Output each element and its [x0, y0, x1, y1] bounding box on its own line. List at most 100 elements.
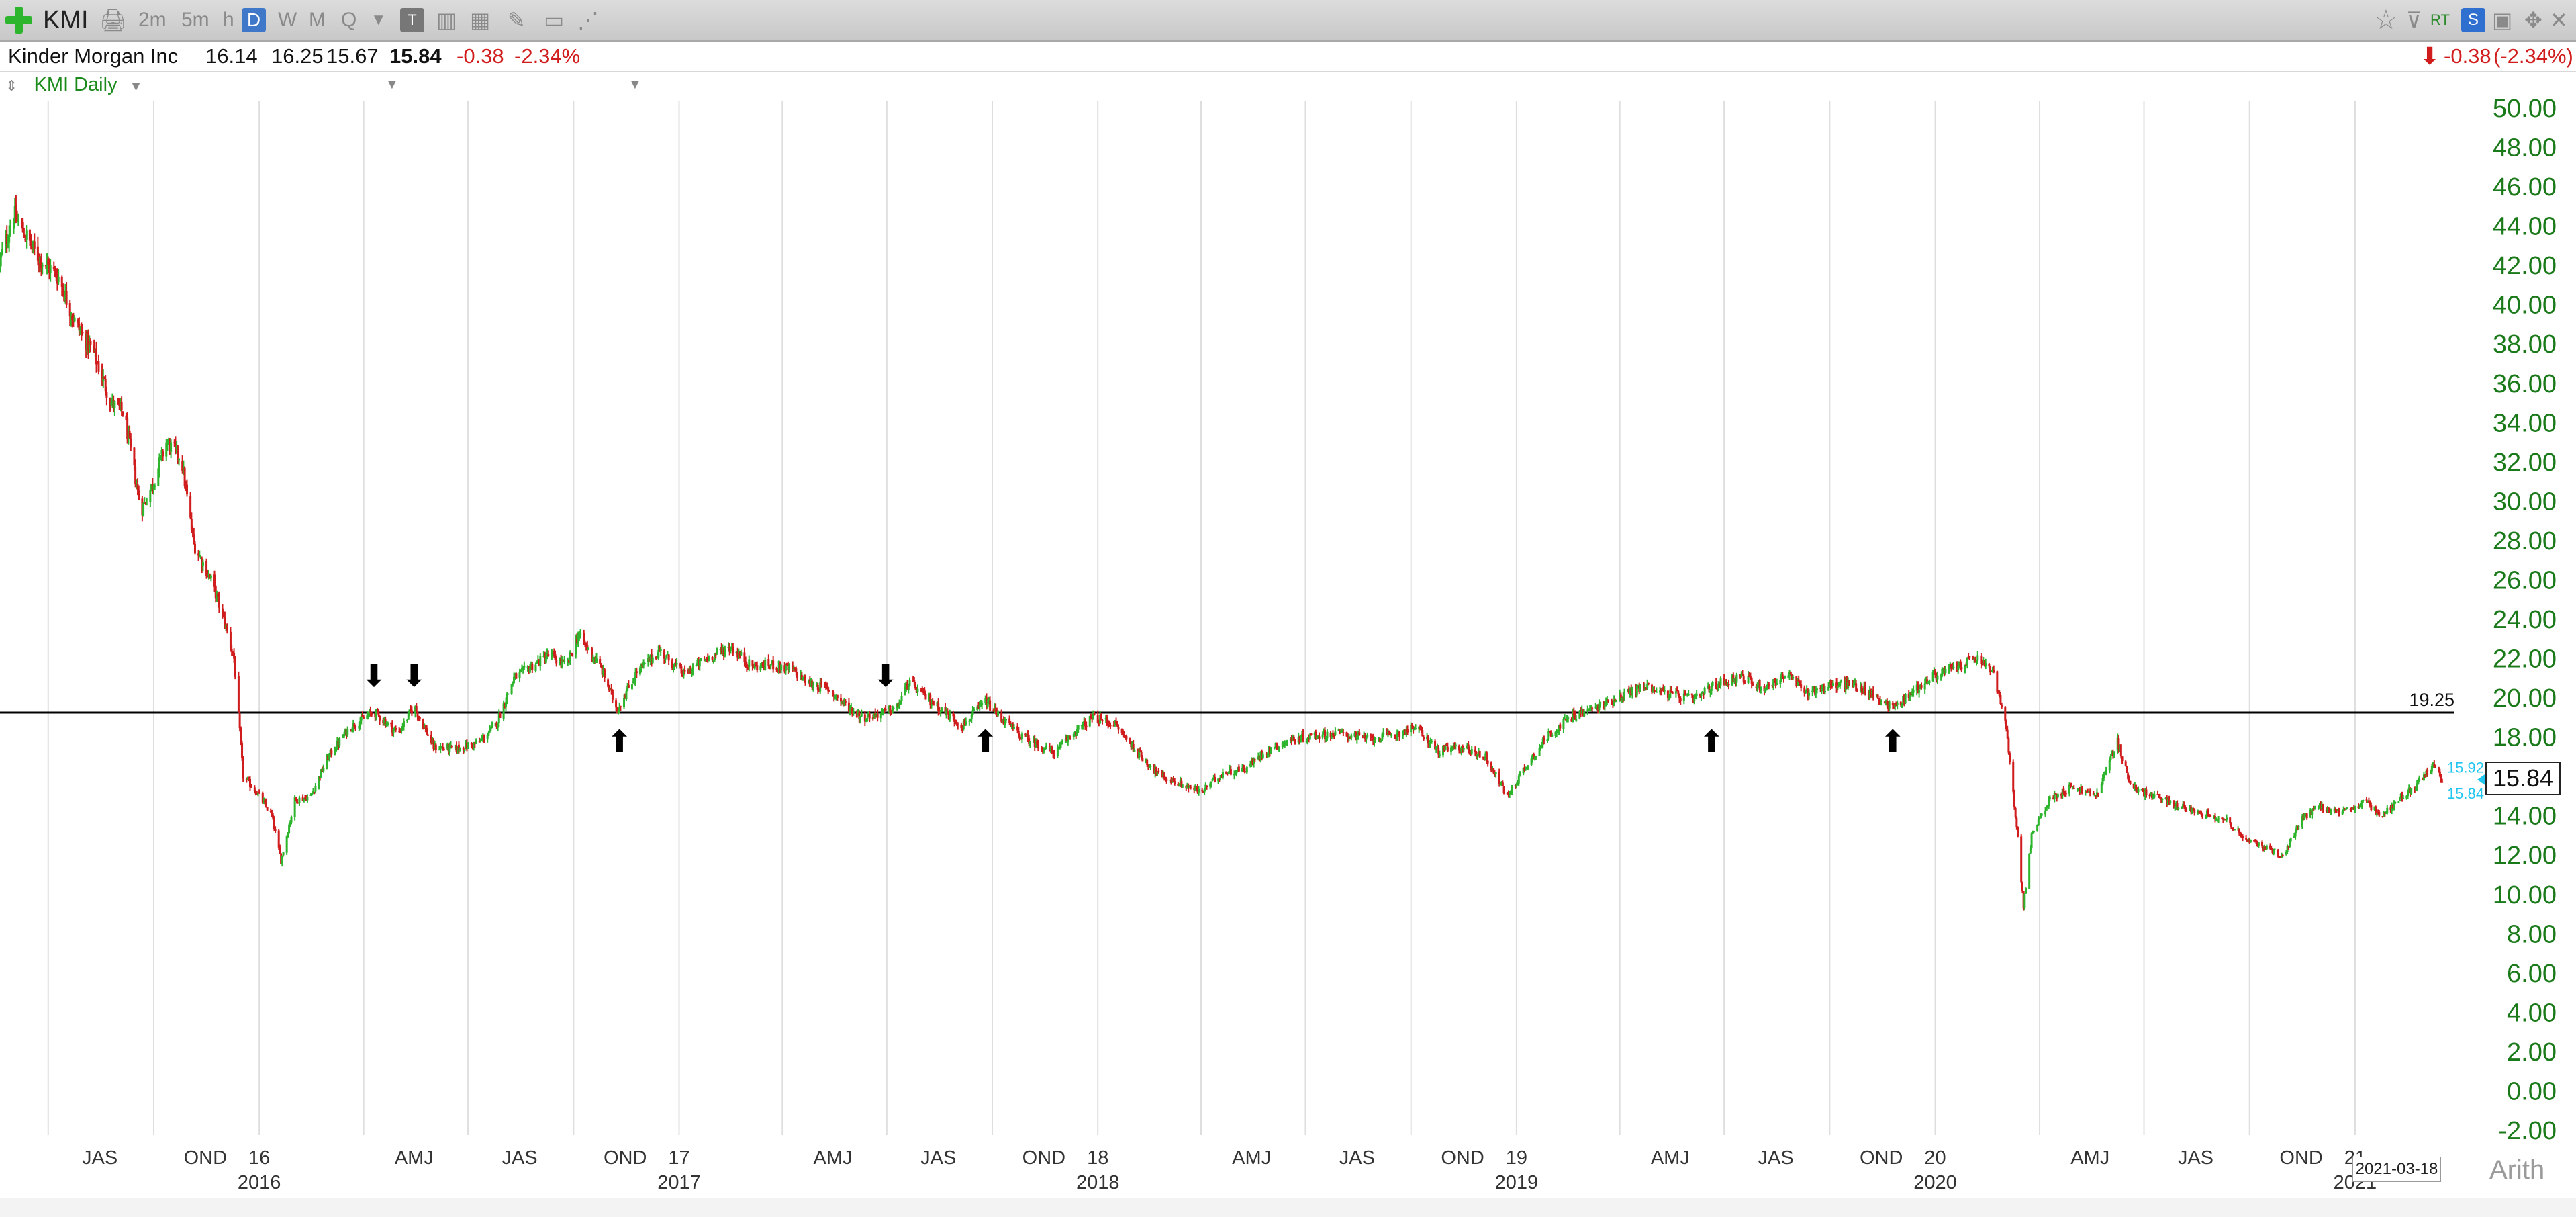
- legend-label[interactable]: KMI Daily: [34, 74, 117, 95]
- candle-body: [1991, 670, 1994, 671]
- chart-legend[interactable]: ⇕ KMI Daily ▼ ▼ ▼: [5, 71, 642, 98]
- candle-body: [528, 668, 531, 673]
- candle-body: [152, 486, 155, 490]
- candle-body: [871, 717, 874, 719]
- candle-body: [890, 712, 893, 714]
- candle-body: [1008, 718, 1011, 723]
- x-tick-label: 19: [1506, 1147, 1527, 1169]
- candle-body: [1498, 772, 1500, 784]
- rt-badge[interactable]: RT: [2430, 11, 2450, 28]
- legend-dropdown-icon[interactable]: ▼: [129, 79, 143, 94]
- candle-body: [1012, 727, 1015, 729]
- candle-body: [1470, 751, 1472, 754]
- candle-body: [1477, 752, 1480, 755]
- candle-body: [1242, 767, 1245, 769]
- candle-body: [1077, 725, 1080, 730]
- chart-type-icon[interactable]: T: [400, 8, 424, 32]
- candle-body: [326, 756, 328, 768]
- candle-body: [626, 686, 629, 692]
- candle-body: [21, 222, 24, 233]
- candle-body: [764, 660, 767, 670]
- candle-body: [938, 710, 941, 713]
- candle-body: [1467, 744, 1470, 750]
- move-icon[interactable]: ✥: [2524, 8, 2542, 32]
- legend-move-icon[interactable]: ⇕: [5, 77, 18, 94]
- overlay-dropdown-icon[interactable]: ▼: [628, 77, 642, 92]
- timeline-scrollbar[interactable]: [0, 1198, 2576, 1217]
- star-icon[interactable]: ☆: [2374, 5, 2398, 35]
- grid-layout-icon[interactable]: ▦: [470, 8, 491, 32]
- candle-body: [1394, 735, 1396, 737]
- draw-pencil-icon[interactable]: ✎: [508, 8, 526, 32]
- company-name: Kinder Morgan Inc: [8, 44, 179, 68]
- interval-q[interactable]: Q: [341, 9, 357, 31]
- candle-body: [1907, 693, 1910, 698]
- candle-body: [402, 721, 405, 727]
- candle-body: [328, 754, 330, 760]
- stock-s-icon[interactable]: S: [2461, 8, 2485, 32]
- candle-body: [1586, 709, 1589, 711]
- candle-body: [450, 745, 452, 746]
- symbol-label[interactable]: KMI: [43, 6, 89, 34]
- interval-w[interactable]: W: [278, 9, 297, 31]
- candle-body: [2325, 810, 2328, 811]
- interval-5m[interactable]: 5m: [181, 9, 209, 31]
- candle-body: [2239, 831, 2242, 835]
- share-icon[interactable]: ⋰: [577, 8, 599, 32]
- close-icon[interactable]: ✕: [2550, 8, 2568, 32]
- arrow-markers: ⬇ ⬇⬆⬇⬆ ⬆ ⬆: [361, 658, 1906, 760]
- save-icon[interactable]: ▣: [2492, 8, 2513, 32]
- candle-body: [149, 490, 152, 502]
- y-tick-label: 24.00: [2493, 606, 2557, 634]
- candle-body: [2185, 811, 2188, 812]
- candle-body: [627, 684, 630, 688]
- candle-body: [9, 228, 11, 236]
- candle-body: [1919, 685, 1921, 689]
- bar-style-icon[interactable]: ▥: [436, 8, 457, 32]
- candle-body: [874, 712, 877, 715]
- candle-body: [2191, 809, 2193, 813]
- interval-m[interactable]: M: [309, 9, 326, 31]
- candle-body: [994, 707, 997, 712]
- print-icon[interactable]: 🖨: [99, 8, 127, 32]
- candle-body: [2206, 810, 2209, 815]
- y-tick-label: 26.00: [2493, 566, 2557, 594]
- candle-body: [976, 706, 979, 710]
- interval-dropdown-icon[interactable]: ▼: [371, 11, 387, 29]
- candle-body: [1326, 731, 1329, 739]
- add-symbol-icon[interactable]: [4, 5, 34, 35]
- candle-body: [1266, 754, 1269, 756]
- interval-d-button[interactable]: D: [242, 8, 266, 32]
- candle-body: [2207, 810, 2209, 816]
- candle-body: [643, 663, 646, 664]
- candle-body: [141, 498, 144, 516]
- note-icon[interactable]: ▭: [544, 8, 565, 32]
- filter-icon[interactable]: ⊽: [2406, 8, 2422, 32]
- candle-body: [980, 704, 982, 706]
- candle-body: [2375, 813, 2378, 815]
- candle-body: [704, 659, 707, 661]
- interval-h[interactable]: h: [223, 9, 234, 31]
- interval-2m[interactable]: 2m: [138, 9, 166, 31]
- candle-body: [2190, 806, 2193, 813]
- candle-body: [338, 738, 341, 746]
- candle-body: [8, 234, 11, 243]
- x-tick-label: OND: [1022, 1147, 1065, 1169]
- candle-body: [655, 656, 657, 659]
- candle-body: [960, 725, 963, 729]
- candle-body: [2036, 825, 2039, 831]
- candle-body: [698, 659, 701, 666]
- candle-body: [1107, 722, 1110, 725]
- candle-body: [1856, 690, 1858, 692]
- candle-body: [1525, 767, 1527, 770]
- candle-body: [1177, 784, 1180, 786]
- candle-body: [1249, 764, 1251, 767]
- study-dropdown-icon[interactable]: ▼: [385, 77, 399, 92]
- candle-body: [736, 652, 739, 658]
- candle-body: [1452, 745, 1455, 748]
- candle-body: [2231, 827, 2234, 829]
- scale-mode-label[interactable]: Arith: [2489, 1155, 2545, 1185]
- candle-body: [1590, 708, 1592, 710]
- candle-body: [1358, 732, 1361, 735]
